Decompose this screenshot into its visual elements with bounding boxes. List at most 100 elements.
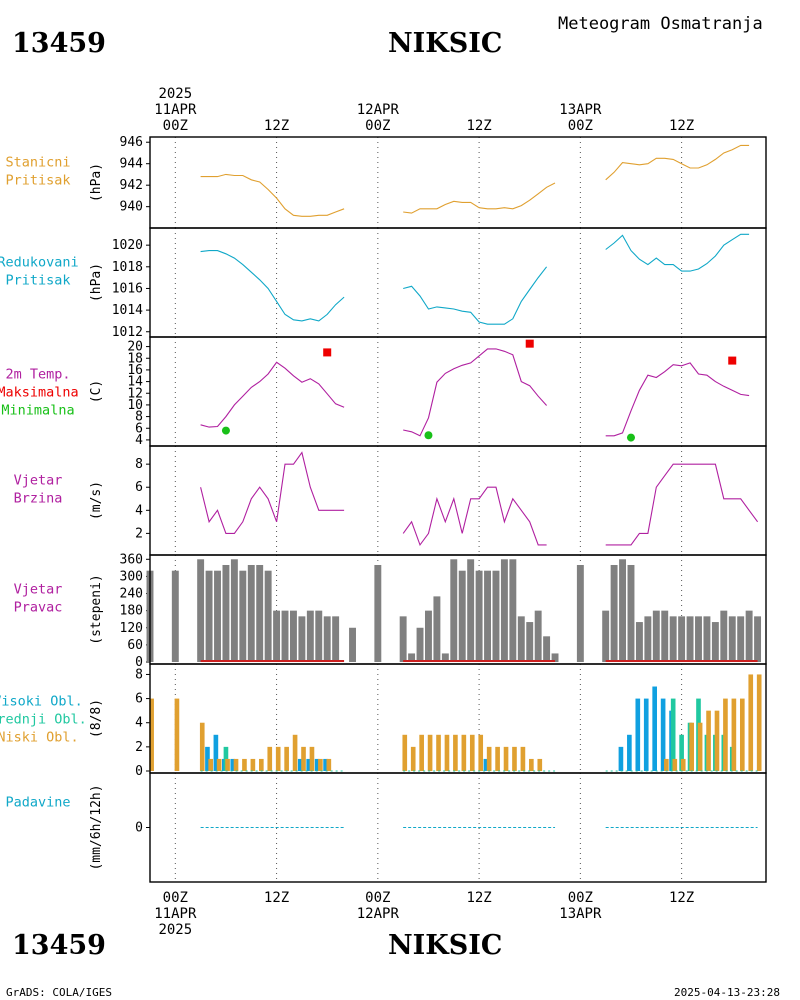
direction-bar <box>492 570 500 662</box>
cloud-bar <box>323 758 328 771</box>
y-tick-label: 16 <box>127 363 143 378</box>
y-tick-label: 8 <box>135 410 143 425</box>
cloud-bar <box>453 734 458 771</box>
panel-vjetar_pravac: 0 60 120 180 240 300 360 (stepeni) Vjetar Pravac <box>14 552 762 670</box>
time-label-bottom: 2025 <box>158 922 192 938</box>
y-tick-label: 0 <box>135 821 143 836</box>
max-temp-marker <box>323 348 332 357</box>
series-line <box>200 451 345 534</box>
direction-bar <box>332 616 340 662</box>
y-tick-label: 8 <box>135 457 143 472</box>
cloud-bar <box>326 758 332 771</box>
cloud-bar <box>444 734 450 771</box>
cloud-bar <box>503 746 509 771</box>
cloud-bar <box>301 746 306 771</box>
panel-label: Vjetar <box>14 473 63 489</box>
panel-label: Pritisak <box>5 173 70 189</box>
cloud-bar <box>275 746 281 771</box>
cloud-bar <box>520 746 526 771</box>
direction-bar <box>315 610 323 662</box>
cloud-bar <box>714 710 720 771</box>
time-label-top: 12APR <box>357 102 400 118</box>
direction-bar <box>306 610 314 662</box>
y-tick-label: 4 <box>135 503 143 518</box>
cloud-bar <box>486 746 492 771</box>
direction-bar <box>323 616 331 662</box>
cloud-bar <box>309 746 315 771</box>
direction-bar <box>230 559 238 662</box>
series-line <box>403 266 548 325</box>
panel-label: Srednji Obl. <box>0 712 87 728</box>
panel-label: Redukovani <box>0 255 79 271</box>
direction-bar <box>281 610 289 662</box>
cloud-bar <box>664 758 669 771</box>
direction-bar <box>214 570 221 662</box>
cloud-bar <box>670 698 676 771</box>
direction-bar <box>635 622 643 662</box>
y-tick-label: 18 <box>127 351 143 366</box>
meteogram-title: Meteogram Osmatranja <box>558 14 763 34</box>
direction-bar <box>475 570 483 662</box>
cloud-bar <box>469 734 475 771</box>
panel-stanicni: 940 942 944 946 (hPa) Stanicni Pritisak <box>5 135 750 228</box>
series-line <box>200 250 345 322</box>
y-tick-label: 0 <box>135 655 143 670</box>
time-label-top: 00Z <box>365 118 390 134</box>
y-tick-label: 1018 <box>112 260 143 275</box>
min-temp-marker <box>424 431 433 440</box>
footer-credit: GrADS: COLA/IGES <box>6 986 112 999</box>
y-axis-label: (mm/6h/12h) <box>89 784 104 870</box>
direction-bar <box>467 559 475 662</box>
cloud-bar <box>250 758 256 771</box>
y-tick-label: 1012 <box>112 325 143 340</box>
y-axis-label: (stepeni) <box>89 574 104 644</box>
series-line <box>200 173 345 217</box>
time-label-top: 00Z <box>568 118 593 134</box>
panel-label: Vjetar <box>14 582 63 598</box>
direction-bar <box>737 616 745 662</box>
cloud-bar <box>679 734 684 771</box>
cloud-bar <box>199 722 205 771</box>
y-tick-label: 0 <box>135 764 143 779</box>
time-label-top: 11APR <box>154 102 197 118</box>
time-label-bottom: 12Z <box>264 890 289 906</box>
y-tick-label: 4 <box>135 433 143 448</box>
time-label-bottom: 00Z <box>163 890 188 906</box>
cloud-bar <box>660 698 666 771</box>
cloud-bar <box>427 734 433 771</box>
cloud-bar <box>635 698 641 771</box>
series-line <box>403 182 556 214</box>
cloud-bar <box>230 758 236 771</box>
y-tick-label: 2 <box>135 526 143 541</box>
cloud-bar <box>680 758 686 771</box>
cloud-bar <box>213 734 219 771</box>
direction-bar <box>399 616 407 662</box>
cloud-bar <box>731 698 737 771</box>
time-label-top: 13APR <box>559 102 602 118</box>
y-tick-label: 4 <box>135 716 143 731</box>
y-tick-label: 942 <box>120 178 143 193</box>
min-temp-marker <box>626 433 635 442</box>
y-tick-label: 300 <box>120 569 143 584</box>
panel-label: Niski Obl. <box>0 730 79 746</box>
y-tick-label: 946 <box>120 135 143 150</box>
footer-timestamp: 2025-04-13-23:28 <box>674 986 780 999</box>
cloud-bar <box>292 734 298 771</box>
y-tick-label: 6 <box>135 480 143 495</box>
direction-bar <box>686 616 694 662</box>
cloud-bar <box>748 674 754 771</box>
cloud-bar <box>739 698 745 771</box>
direction-bar <box>264 570 272 662</box>
direction-bar <box>610 564 618 662</box>
direction-bar <box>728 616 736 662</box>
direction-bar <box>678 616 686 662</box>
cloud-bar <box>461 734 467 771</box>
panel-frame <box>149 227 767 338</box>
time-label-top: 12Z <box>669 118 694 134</box>
panel-frame <box>149 772 767 883</box>
panel-frame <box>149 445 767 556</box>
direction-bar <box>205 570 213 662</box>
direction-bar <box>247 564 255 662</box>
